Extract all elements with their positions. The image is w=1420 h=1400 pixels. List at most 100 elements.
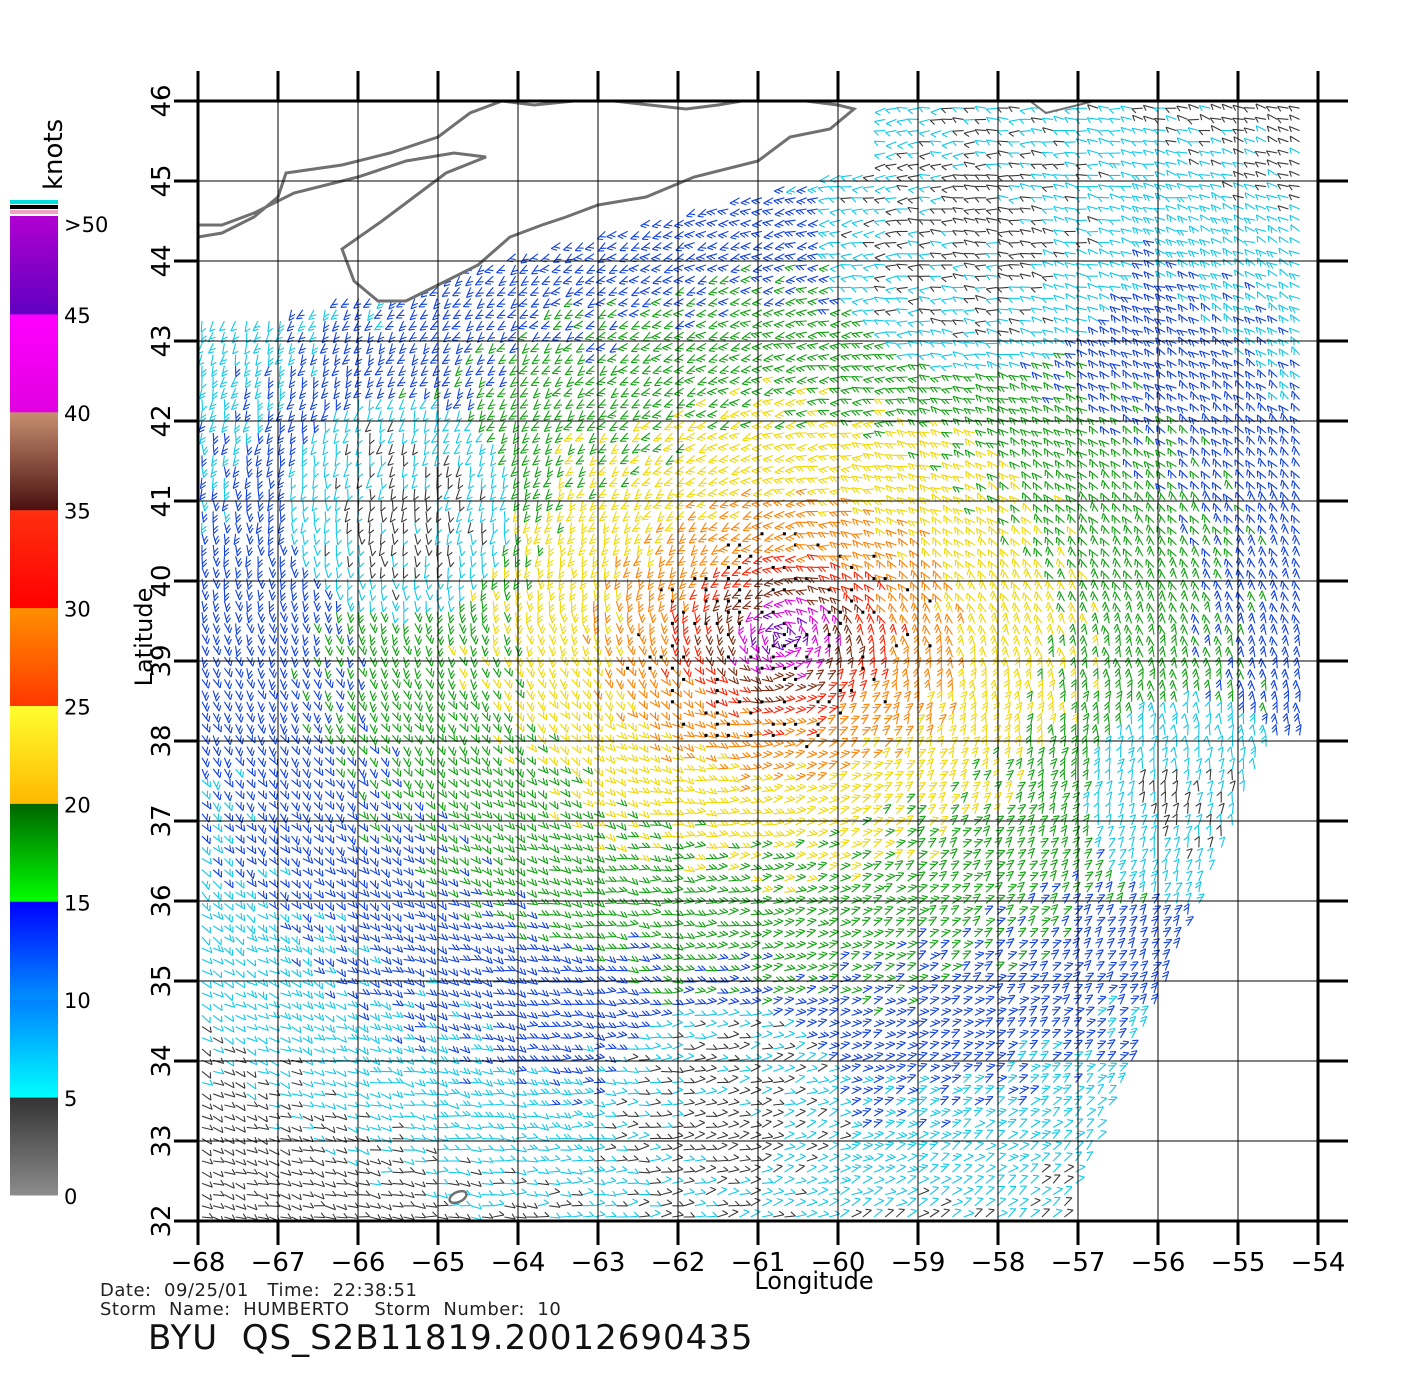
wind-barb — [1020, 1097, 1027, 1106]
wind-barb-flag — [612, 1201, 616, 1205]
wind-barb — [639, 1059, 650, 1060]
wind-barb — [818, 1066, 827, 1072]
wind-barb-flag — [308, 1048, 309, 1054]
wind-barb — [336, 971, 345, 977]
wind-barb — [549, 1093, 560, 1094]
wind-barb — [236, 1038, 245, 1044]
wind-barb-flag — [778, 1110, 783, 1113]
wind-barb-flag — [768, 1166, 773, 1169]
wind-barb — [728, 1191, 738, 1195]
wind-barb — [840, 1211, 849, 1217]
wind-barb — [1008, 1110, 1017, 1116]
wind-barb-flag — [779, 1032, 784, 1035]
wind-barb — [796, 967, 807, 970]
wind-barb — [1020, 1199, 1029, 1206]
wind-barb — [952, 1189, 962, 1194]
wind-barb — [1053, 1098, 1062, 1105]
wind-barb-flag — [933, 997, 939, 998]
wind-barb — [303, 1183, 314, 1184]
wind-barb-flag — [777, 1053, 783, 1055]
wind-barb-flag — [889, 1165, 895, 1167]
wind-barb-flag — [774, 965, 780, 967]
wind-barb-flag — [623, 1189, 628, 1193]
wind-barb-flag — [834, 1043, 839, 1046]
wind-barb-flag — [668, 1077, 673, 1081]
wind-barb — [796, 1043, 805, 1049]
wind-barb-flag — [653, 955, 658, 959]
wind-barb — [818, 1080, 829, 1082]
wind-barb — [616, 1115, 627, 1116]
wind-barb-flag — [952, 1055, 958, 1056]
wind-barb — [986, 997, 994, 1004]
wind-barb-flag — [921, 1142, 927, 1143]
wind-barb — [706, 1134, 716, 1138]
wind-barb-flag — [966, 1097, 972, 1098]
wind-barb-flag — [1000, 1030, 1006, 1031]
wind-barb — [740, 1205, 751, 1206]
wind-barb-flag — [657, 1123, 661, 1127]
wind-barb-flag — [1098, 1010, 1104, 1011]
wind-barb — [751, 1066, 761, 1071]
wind-barb-flag — [1033, 1175, 1039, 1176]
wind-barb — [426, 1160, 437, 1161]
wind-barb-flag — [1074, 1099, 1080, 1100]
colorbar-tick-label: 10 — [64, 989, 91, 1013]
wind-barb-flag — [411, 1201, 415, 1206]
wind-barb-flag — [844, 1187, 850, 1188]
wind-barb-flag — [875, 1044, 881, 1047]
wind-barb-flag — [801, 964, 806, 967]
wind-barb — [404, 1127, 415, 1128]
colorbar-tick-label: >50 — [64, 213, 108, 237]
wind-barb — [773, 1055, 783, 1060]
wind-barb — [616, 1083, 627, 1085]
wind-barb-flag — [818, 1043, 824, 1045]
colorbar-cap-stripe — [10, 210, 58, 214]
wind-barb-flag — [597, 1089, 602, 1093]
wind-barb — [493, 971, 504, 972]
wind-barb — [930, 985, 938, 993]
wind-barb-flag — [1079, 1131, 1085, 1132]
wind-barb — [583, 1027, 594, 1029]
wind-barb-flag — [1030, 1077, 1036, 1078]
wind-barb-flag — [466, 1145, 470, 1149]
wind-barb-flag — [724, 1167, 729, 1171]
wind-barb — [359, 1172, 370, 1173]
wind-barb-flag — [511, 1156, 516, 1160]
wind-barb — [202, 1217, 213, 1218]
wind-barb — [292, 971, 301, 978]
wind-barb-flag — [779, 1132, 784, 1135]
wind-barb — [751, 991, 762, 993]
wind-barb-flag — [854, 988, 859, 991]
wind-barb-flag — [746, 1201, 750, 1205]
wind-barb — [594, 1113, 605, 1116]
wind-barb — [202, 982, 211, 988]
wind-barb-flag — [724, 1044, 728, 1048]
wind-barb-flag — [1087, 1032, 1093, 1033]
wind-barb — [863, 1210, 872, 1217]
wind-barb-flag — [742, 988, 747, 992]
wind-barb-flag — [913, 1121, 918, 1124]
wind-barb-flag — [865, 1156, 870, 1159]
wind-barb — [583, 1092, 594, 1094]
wind-barb-flag — [702, 1011, 706, 1015]
wind-barb-flag — [300, 971, 301, 977]
wind-barb-flag — [623, 1213, 627, 1217]
wind-barb — [818, 1133, 828, 1138]
wind-barb — [1008, 1062, 1014, 1071]
wind-barb — [583, 1125, 594, 1128]
wind-barb-flag — [878, 1154, 884, 1156]
wind-barb — [538, 971, 549, 972]
wind-barb-flag — [1042, 1133, 1048, 1134]
wind-barb — [224, 1038, 233, 1045]
wind-barb — [784, 1166, 793, 1172]
wind-barb-flag — [712, 1088, 717, 1091]
wind-barb-flag — [867, 1008, 873, 1010]
wind-barb — [493, 1195, 504, 1196]
wind-barb-flag — [979, 1008, 985, 1010]
wind-barb-flag — [976, 1010, 982, 1012]
wind-barb-flag — [865, 1030, 871, 1031]
wind-barb — [695, 1038, 706, 1039]
wind-barb — [348, 1150, 359, 1152]
wind-barb-flag — [901, 1188, 906, 1191]
wind-barb-flag — [523, 1157, 527, 1162]
